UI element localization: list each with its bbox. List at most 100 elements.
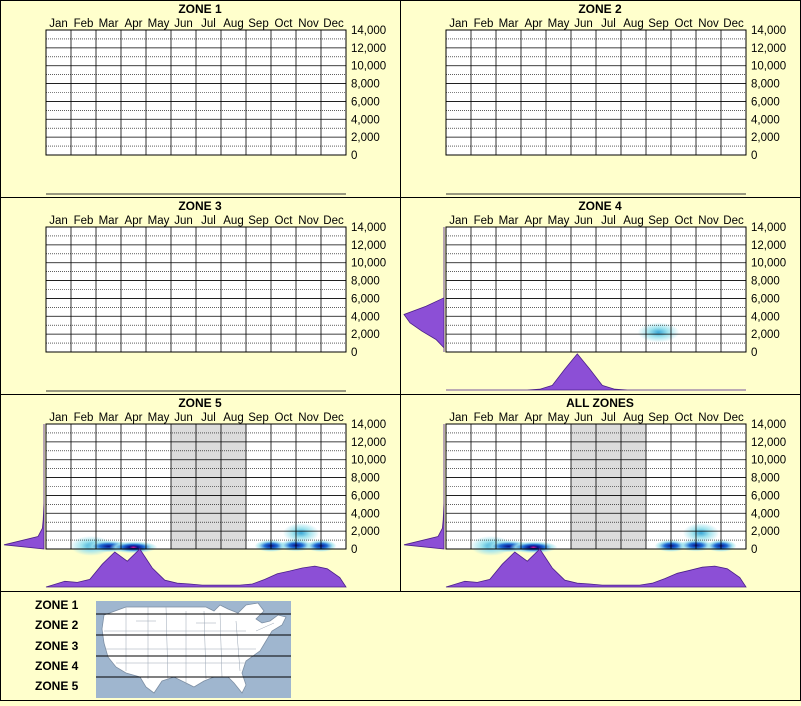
month-tick-label: Oct — [275, 412, 294, 424]
y-tick-label: 14,000 — [751, 25, 786, 37]
y-tick-label: 14,000 — [351, 222, 386, 234]
month-tick-label: Jun — [574, 412, 593, 424]
month-tick-label: Feb — [474, 215, 494, 227]
y-tick-label: 0 — [351, 347, 357, 359]
month-tick-label: Dec — [323, 215, 344, 227]
map-state-border — [165, 606, 169, 682]
legend-zone-4: ZONE 4 — [35, 659, 79, 673]
y-tick-label: 0 — [751, 347, 757, 359]
month-tick-label: Mar — [99, 215, 119, 227]
y-tick-label: 8,000 — [751, 473, 780, 485]
month-tick-label: Nov — [298, 412, 319, 424]
chart-panel: ZONE 4 Jan Feb Mar Apr May Jun Jul Aug Sep Oct Nov D… — [403, 199, 786, 391]
plot-border — [45, 29, 347, 156]
y-tick-label: 2,000 — [751, 526, 780, 538]
y-tick-label: 14,000 — [751, 222, 786, 234]
chart-panel: ALL ZONES Jan Feb Mar Apr May Jun Jul Aug Sep Oct N… — [403, 396, 786, 588]
month-tick-label: Jan — [449, 18, 468, 30]
y-tick-label: 10,000 — [351, 455, 386, 467]
month-tick-label: Dec — [723, 215, 744, 227]
legend-zone-1: ZONE 1 — [35, 598, 79, 612]
y-tick-label: 6,000 — [351, 293, 380, 305]
y-tick-label: 10,000 — [751, 258, 786, 270]
legend-zone-2: ZONE 2 — [35, 618, 79, 632]
map-state-border — [203, 610, 207, 680]
shaded-month — [221, 424, 246, 549]
y-tick-label: 12,000 — [751, 240, 786, 252]
month-tick-label: Jun — [574, 215, 593, 227]
month-tick-label: Oct — [675, 18, 694, 30]
map-state-border — [235, 620, 241, 672]
hotspot — [109, 541, 158, 554]
y-tick-label: 8,000 — [351, 79, 380, 91]
month-tick-label: Oct — [275, 215, 294, 227]
month-density-curve — [45, 548, 347, 588]
chart-panel: ZONE 5 Jan Feb Mar Apr May Jun Jul Aug Sep Oct Nov D… — [3, 396, 386, 588]
y-tick-label: 2,000 — [351, 132, 380, 144]
month-tick-label: Jul — [601, 18, 616, 30]
month-tick-label: Aug — [223, 215, 243, 227]
month-tick-label: Apr — [125, 412, 143, 424]
hotspot — [682, 522, 720, 543]
y-tick-label: 6,000 — [751, 96, 780, 108]
month-tick-label: Apr — [125, 215, 143, 227]
chart-panel: ZONE 1 Jan Feb Mar Apr May Jun Jul Aug Sep Oct Nov D… — [45, 2, 386, 195]
month-tick-label: Feb — [74, 18, 94, 30]
y-tick-label: 4,000 — [351, 114, 380, 126]
month-tick-label: Sep — [648, 412, 668, 424]
y-tick-label: 2,000 — [751, 132, 780, 144]
month-tick-label: Jun — [174, 412, 193, 424]
y-tick-label: 12,000 — [351, 43, 386, 55]
month-tick-label: Mar — [499, 18, 519, 30]
y-tick-label: 10,000 — [351, 258, 386, 270]
month-tick-label: Oct — [675, 412, 694, 424]
month-tick-label: Feb — [474, 412, 494, 424]
month-tick-label: Aug — [623, 18, 643, 30]
month-tick-label: Nov — [698, 18, 719, 30]
map-state-border — [219, 612, 223, 678]
month-tick-label: Nov — [298, 215, 319, 227]
month-tick-label: Apr — [525, 215, 543, 227]
month-tick-label: Jan — [449, 412, 468, 424]
y-tick-label: 14,000 — [751, 419, 786, 431]
y-tick-label: 0 — [351, 150, 357, 162]
month-tick-label: Nov — [698, 215, 719, 227]
month-tick-label: Jan — [449, 215, 468, 227]
plot-border — [445, 29, 747, 156]
plot-border — [45, 423, 347, 550]
y-tick-label: 6,000 — [751, 490, 780, 502]
month-tick-label: Mar — [499, 412, 519, 424]
y-tick-label: 2,000 — [351, 329, 380, 341]
hotspot — [282, 522, 320, 543]
plot-border — [445, 226, 747, 353]
month-tick-label: Feb — [74, 412, 94, 424]
month-tick-label: Jun — [174, 18, 193, 30]
chart-title: ZONE 1 — [178, 2, 222, 16]
y-tick-label: 12,000 — [751, 43, 786, 55]
month-tick-label: Jun — [174, 215, 193, 227]
month-tick-label: May — [548, 215, 570, 227]
month-tick-label: Aug — [223, 18, 243, 30]
shaded-month — [571, 424, 596, 549]
y-tick-label: 14,000 — [351, 25, 386, 37]
month-tick-label: Jul — [601, 412, 616, 424]
y-tick-label: 2,000 — [351, 526, 380, 538]
month-tick-label: Aug — [223, 412, 243, 424]
y-tick-label: 4,000 — [351, 508, 380, 520]
map-state-border — [255, 622, 275, 632]
legend-zone-5: ZONE 5 — [35, 679, 79, 693]
y-tick-label: 4,000 — [751, 311, 780, 323]
y-tick-label: 14,000 — [351, 419, 386, 431]
month-tick-label: Feb — [74, 215, 94, 227]
y-tick-label: 0 — [751, 544, 757, 556]
chart-panel: ZONE 2 Jan Feb Mar Apr May Jun Jul Aug Sep Oct Nov D… — [445, 2, 786, 195]
month-tick-label: Feb — [474, 18, 494, 30]
month-density-curve — [445, 548, 747, 588]
y-tick-label: 4,000 — [351, 311, 380, 323]
map-zone-lines — [96, 613, 291, 678]
y-tick-label: 8,000 — [351, 473, 380, 485]
month-tick-label: Nov — [698, 412, 719, 424]
y-tick-label: 8,000 — [351, 276, 380, 288]
